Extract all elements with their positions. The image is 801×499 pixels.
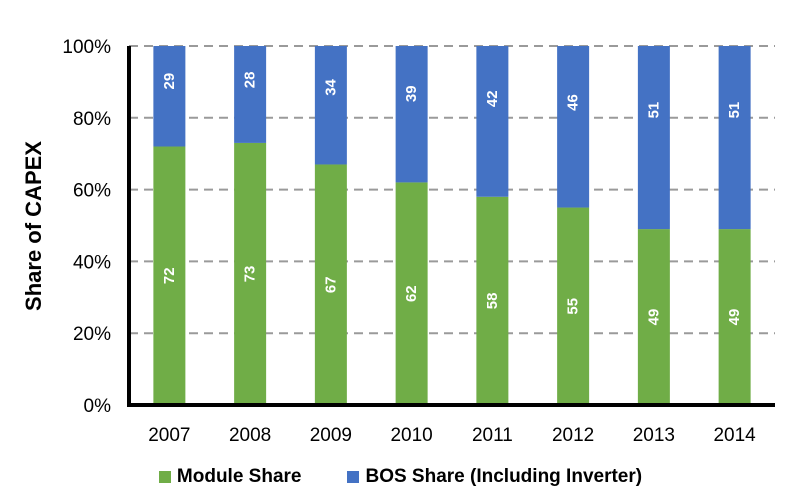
bar-segment-module	[476, 196, 509, 405]
legend: Module Share BOS Share (Including Invert…	[0, 462, 801, 492]
x-tick-label: 2007	[148, 425, 190, 446]
x-tick-label: 2014	[713, 425, 756, 446]
data-label: 49	[645, 309, 662, 326]
x-tick-label: 2011	[472, 425, 513, 446]
data-label: 39	[403, 85, 420, 102]
y-tick-label: 80%	[73, 109, 111, 130]
legend-label-bos: BOS Share (Including Inverter)	[365, 466, 643, 487]
bar-segment-bos	[234, 46, 267, 143]
stacked-bar-chart: 72 29 73 28 67 34 62 39 58 42 55 46 49 51 49 51 0% 20% 40…	[21, 37, 775, 446]
y-tick-label: 40%	[73, 252, 111, 273]
legend-label-module: Module Share	[176, 466, 302, 487]
bar-segment-bos	[153, 46, 186, 147]
data-label: 46	[565, 94, 582, 111]
bar-segment-bos	[557, 46, 590, 208]
data-label: 51	[726, 102, 743, 119]
tick-labels: 0% 20% 40% 60% 80% 100% 2007 2008 2009 2010 2011 20…	[62, 37, 756, 446]
data-label: 28	[242, 72, 259, 89]
y-tick-label: 60%	[73, 181, 111, 202]
data-label: 51	[645, 102, 662, 119]
data-label: 67	[322, 276, 339, 293]
data-label: 58	[484, 293, 501, 310]
bar-segment-module	[718, 229, 751, 405]
legend-swatch-bos	[347, 471, 360, 483]
data-label: 34	[322, 78, 339, 95]
bar-segment-module	[314, 164, 347, 405]
data-label: 55	[565, 298, 582, 315]
x-tick-label: 2008	[229, 425, 271, 446]
bar-segment-bos	[395, 46, 428, 183]
bar-segment-module	[153, 146, 186, 405]
data-label: 42	[484, 90, 501, 107]
bar-segment-bos	[476, 46, 509, 197]
x-tick-label: 2010	[390, 425, 432, 446]
bar-segment-bos	[637, 46, 670, 230]
bar-segment-bos	[314, 46, 347, 165]
bar-segment-module	[234, 142, 267, 405]
gridlines	[129, 45, 775, 335]
data-label: 49	[726, 309, 743, 326]
data-labels: 72 29 73 28 67 34 62 39 58 42 55 46 49 51 49 51	[161, 72, 743, 326]
bar-segment-bos	[718, 46, 751, 230]
bar-segment-module	[637, 229, 670, 405]
legend-item-module: Module Share	[158, 466, 302, 488]
x-tick-label: 2013	[633, 425, 675, 446]
bar-segment-module	[557, 207, 590, 405]
data-label: 72	[161, 267, 178, 284]
data-label: 73	[242, 266, 259, 283]
y-axis-label: Share of CAPEX	[21, 141, 46, 311]
legend-swatch-module	[158, 471, 171, 483]
legend-item-bos: BOS Share (Including Inverter)	[347, 466, 642, 488]
data-label: 62	[403, 285, 420, 302]
x-tick-label: 2009	[310, 425, 352, 446]
y-tick-label: 100%	[62, 37, 111, 58]
x-tick-label: 2012	[552, 425, 594, 446]
axes	[127, 46, 775, 407]
bars	[153, 46, 751, 405]
y-tick-label: 0%	[84, 396, 112, 417]
data-label: 29	[161, 73, 178, 90]
y-tick-label: 20%	[73, 324, 111, 345]
bar-segment-module	[395, 182, 428, 405]
